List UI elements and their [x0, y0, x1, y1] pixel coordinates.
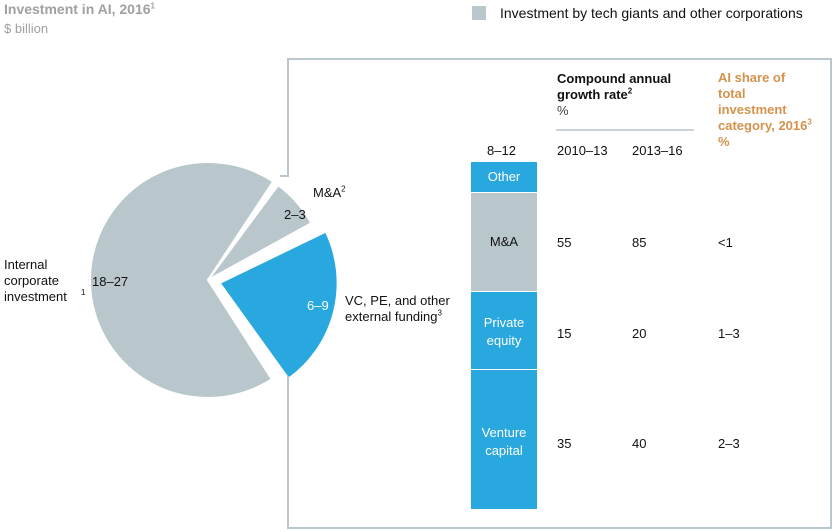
- bar-label-mna: M&A: [489, 234, 519, 249]
- chart-unit: $ billion: [4, 21, 49, 36]
- bar-label-venture-capital: Venture capital: [481, 425, 527, 458]
- pie-slice-external: [218, 230, 339, 381]
- table-cell-vc-ai-share: 2–3: [718, 436, 740, 451]
- table-cell-mna-2010-13: 55: [557, 235, 572, 250]
- pie-slice-mna: [207, 183, 313, 281]
- ai-share-header: AI share of total investment category, 2…: [718, 70, 812, 149]
- table-cell-pe-2010-13: 15: [557, 326, 572, 341]
- bar-total-label: 8–12: [487, 143, 516, 158]
- callout-box-outline: [280, 58, 832, 529]
- pie-slice-internal: [89, 161, 275, 399]
- table-cell-vc-2013-16: 40: [632, 436, 647, 451]
- pie-label-mna: M&A2: [313, 184, 346, 200]
- chart-title: Investment in AI, 20161: [4, 1, 155, 17]
- legend-swatch-corporate: [472, 6, 486, 20]
- pie-value-internal: 18–27: [92, 274, 129, 289]
- table-cell-mna-2013-16: 85: [632, 235, 647, 250]
- bar-segment-venture-capital: [471, 370, 537, 509]
- legend-label-corporate: Investment by tech giants and other corp…: [500, 5, 803, 21]
- bar-segment-private-equity: [471, 292, 537, 369]
- cagr-header: Compound annual growth rate2 %: [557, 71, 672, 118]
- column-header-2013-16: 2013–16: [632, 143, 683, 158]
- bar-segment-mna: [471, 193, 537, 291]
- column-header-2010-13: 2010–13: [557, 143, 608, 158]
- bar-segment-other: [471, 162, 537, 192]
- table-cell-pe-2013-16: 20: [632, 326, 647, 341]
- bar-label-other: Other: [487, 169, 521, 184]
- table-cell-vc-2010-13: 35: [557, 436, 572, 451]
- table-cell-pe-ai-share: 1–3: [718, 326, 740, 341]
- pie-value-external: 6–9: [307, 298, 329, 313]
- pie-value-mna: 2–3: [284, 207, 306, 222]
- table-cell-mna-ai-share: <1: [718, 235, 733, 250]
- pie-label-external: VC, PE, and other external funding3: [345, 293, 450, 324]
- pie-label-internal: Internal corporate investment: [4, 257, 67, 304]
- bar-label-private-equity: Private equity: [483, 315, 525, 348]
- pie-label-internal-note: 1: [81, 288, 86, 297]
